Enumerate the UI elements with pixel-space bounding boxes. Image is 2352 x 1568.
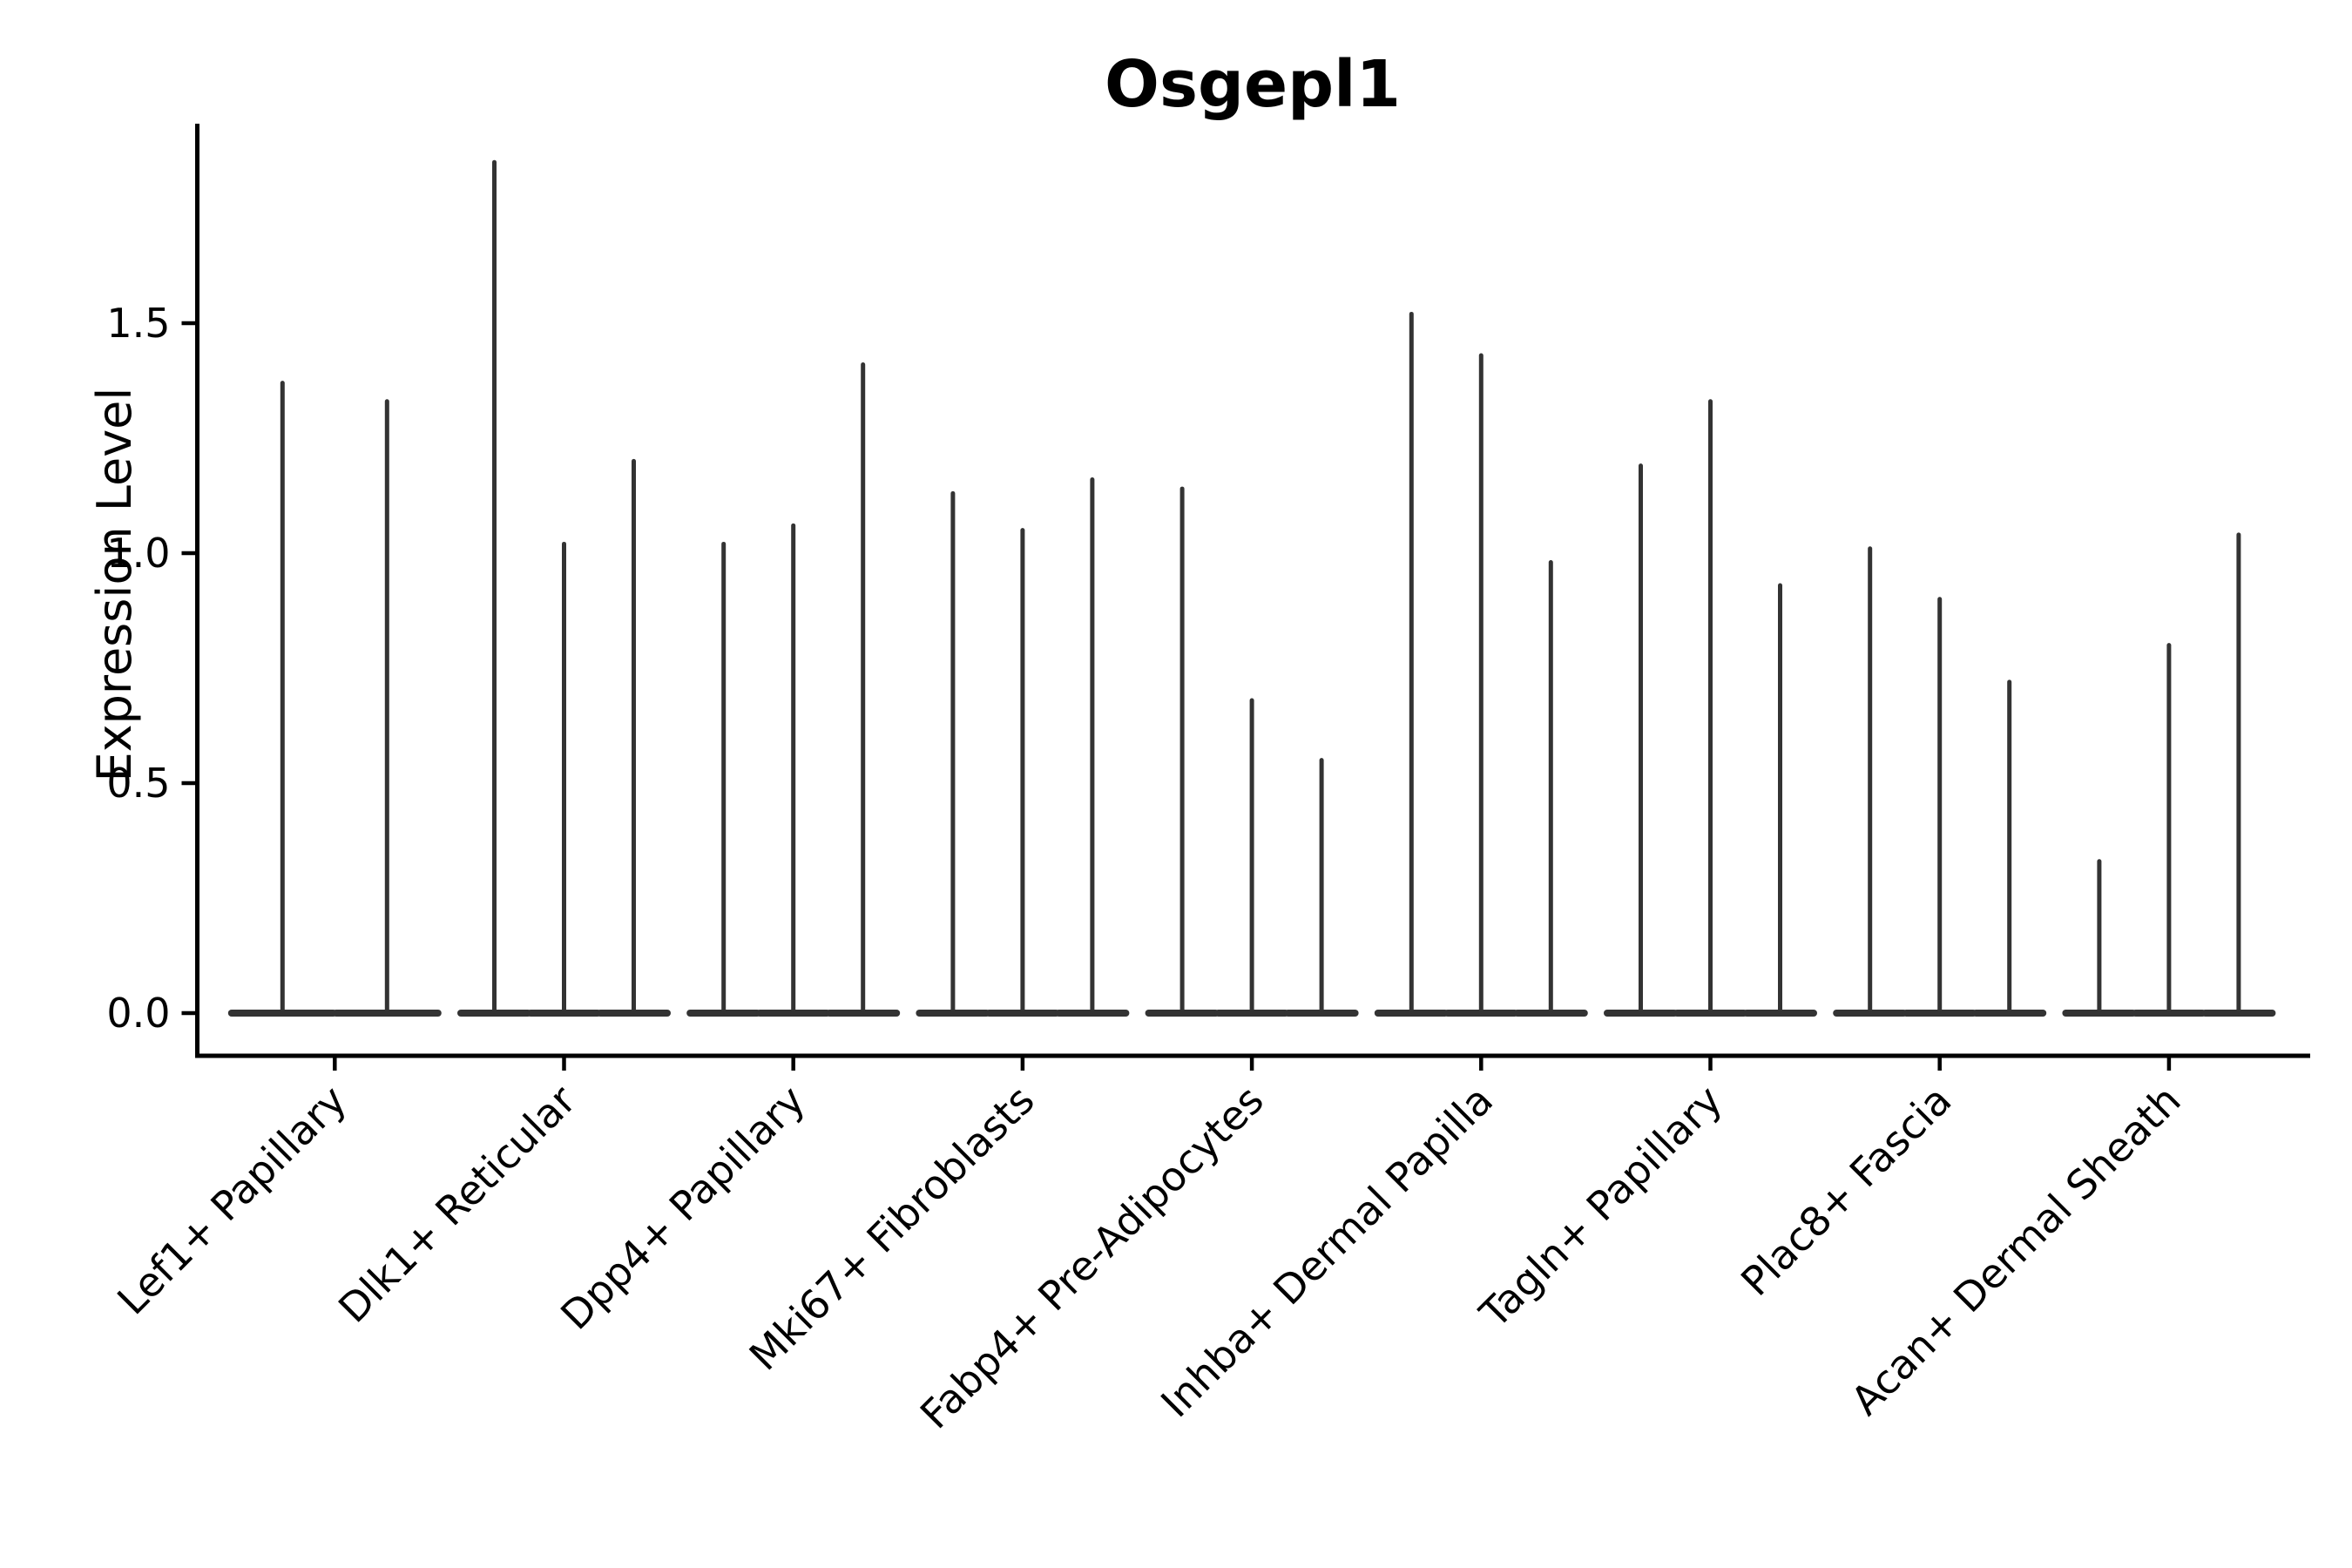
- y-tick-label: 1.5: [106, 300, 170, 347]
- x-tick-label: Tagln+ Papillary: [1470, 1077, 1732, 1338]
- y-axis-label: Expression Level: [87, 388, 142, 782]
- x-tick-label: Dpp4+ Papillary: [551, 1077, 814, 1339]
- y-tick-label: 1.0: [106, 530, 170, 577]
- x-tick-label: Lef1+ Papillary: [108, 1077, 355, 1324]
- x-tick-label: Dlk1+ Reticular: [329, 1077, 585, 1332]
- y-tick-label: 0.0: [106, 990, 170, 1037]
- y-tick-label: 0.5: [106, 760, 170, 807]
- x-tick-label: Plac8+ Fascia: [1732, 1077, 1960, 1305]
- chart-title: Osgepl1: [1105, 47, 1401, 122]
